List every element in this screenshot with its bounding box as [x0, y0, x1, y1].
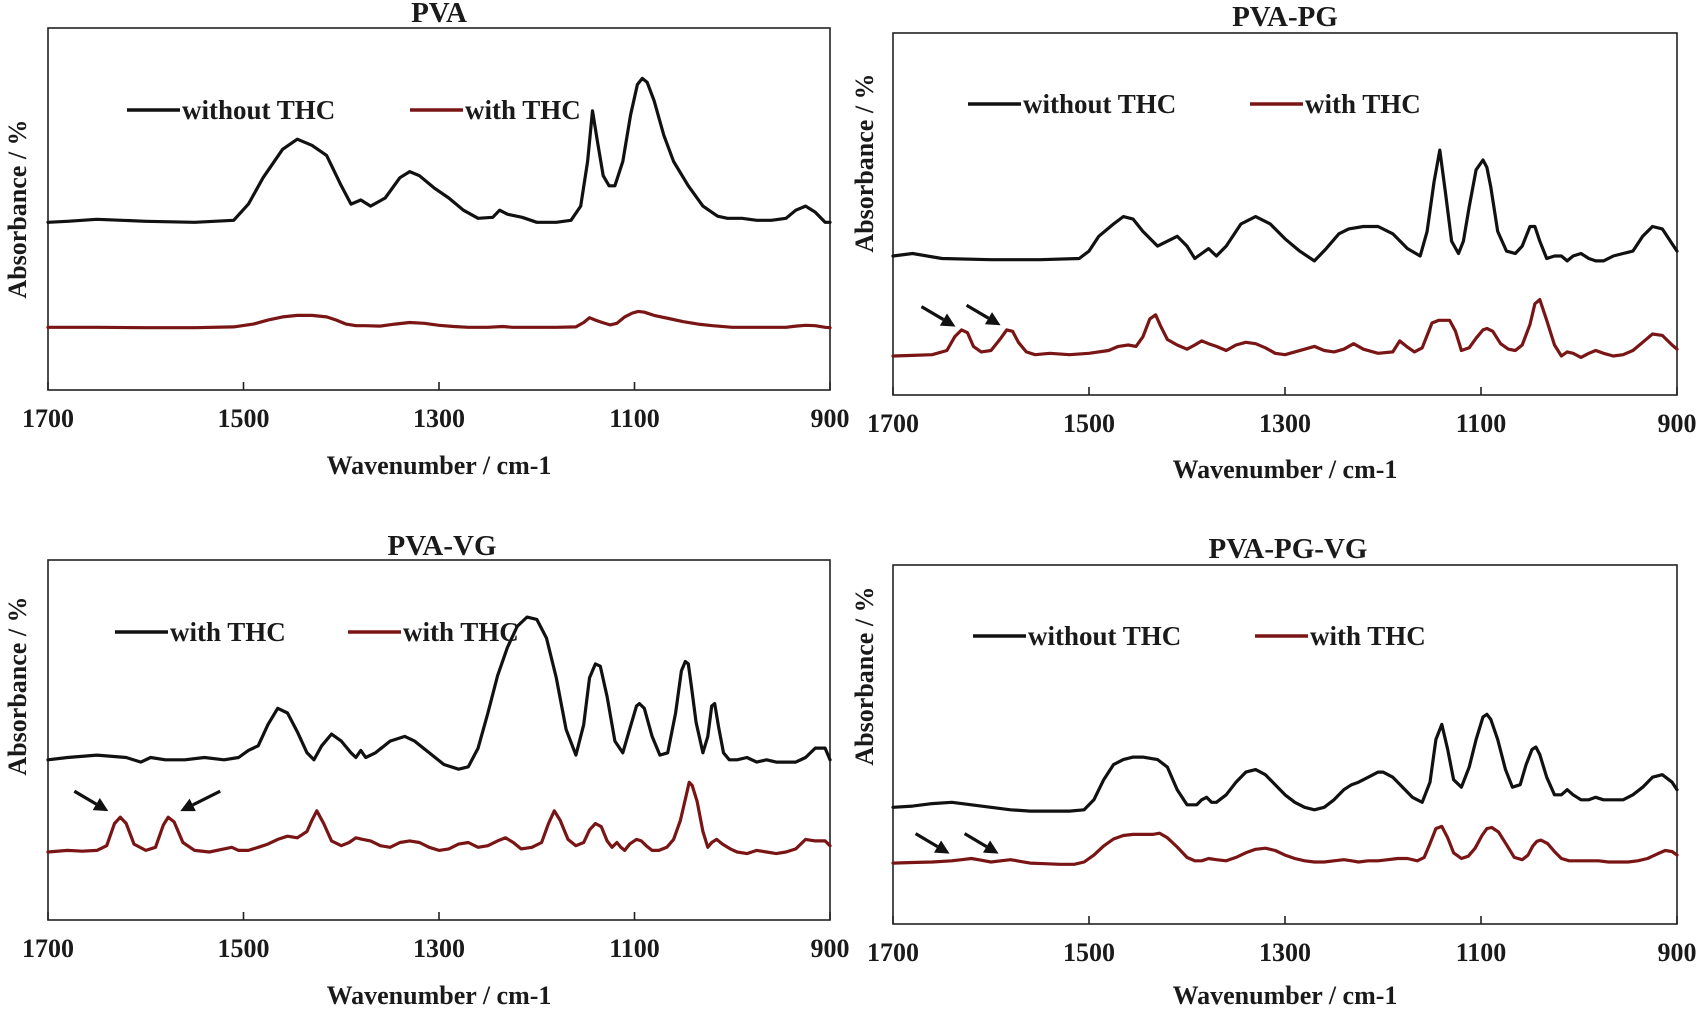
x-tick-label: 1100 [609, 404, 660, 433]
x-tick-label: 1700 [867, 409, 919, 438]
series-line-without-thc [891, 712, 1679, 813]
panel-pva-pg-vg: PVA-PG-VG Absorbance / % Wavenumber / cm… [850, 533, 1697, 1010]
arrows [73, 789, 221, 812]
y-axis-label: Absorbance / % [850, 586, 879, 765]
peak-arrow [920, 305, 945, 321]
plot-frame [892, 564, 1678, 925]
legend: without THC with THC [968, 89, 1421, 119]
x-ticks: 1700 1500 1300 1100 900 [22, 382, 850, 433]
peak-arrow [965, 303, 990, 320]
plot-frame [47, 559, 831, 921]
series-line-with-thc [891, 824, 1679, 866]
x-ticks: 1700 1500 1300 1100 900 [22, 912, 850, 963]
peak-arrow [914, 832, 939, 848]
x-tick-label: 1500 [1063, 409, 1115, 438]
legend: with THC with THC [115, 617, 519, 647]
x-ticks: 1700 1500 1300 1100 900 [867, 387, 1697, 438]
x-tick-label: 900 [1658, 409, 1697, 438]
x-tick-label: 1100 [1456, 938, 1507, 967]
panel-title: PVA-PG [1232, 1, 1338, 33]
legend-label-without-thc: without THC [182, 95, 335, 125]
x-tick-label: 1300 [413, 934, 465, 963]
peak-arrow-head [939, 313, 956, 327]
x-axis-label: Wavenumber / cm-1 [327, 981, 552, 1010]
panel-pva-vg: PVA-VG Absorbance / % Wavenumber / cm-1 … [3, 530, 850, 1010]
spectra [46, 76, 832, 330]
spectra [891, 712, 1679, 866]
x-tick-label: 1100 [609, 934, 660, 963]
peak-arrow [192, 789, 221, 807]
peak-arrow [963, 832, 988, 848]
x-axis-label: Wavenumber / cm-1 [327, 451, 552, 480]
x-ticks: 1700 1500 1300 1100 900 [867, 916, 1697, 967]
x-tick-label: 1700 [22, 404, 74, 433]
peak-arrow-head [92, 798, 109, 812]
peak-arrow-head [984, 312, 1001, 326]
series-line-with-thc [891, 298, 1679, 359]
legend-label-with-thc: with THC [1310, 621, 1426, 651]
arrows [914, 832, 999, 854]
peak-arrow-head [180, 798, 196, 812]
legend: without THC with THC [973, 621, 1426, 651]
x-tick-label: 900 [811, 934, 850, 963]
x-axis-label: Wavenumber / cm-1 [1173, 981, 1398, 1010]
plot-frame [47, 27, 831, 391]
x-axis-label: Wavenumber / cm-1 [1173, 455, 1398, 484]
panel-title: PVA-VG [387, 530, 496, 562]
plot-frame [892, 32, 1678, 396]
legend-label-with-thc-black: with THC [170, 617, 286, 647]
legend-label-with-thc: with THC [403, 617, 519, 647]
series-line-with-thc [46, 615, 832, 771]
x-tick-label: 1500 [218, 404, 270, 433]
panel-title: PVA-PG-VG [1209, 533, 1368, 565]
legend-label-without-thc: without THC [1023, 89, 1176, 119]
panel-title: PVA [411, 0, 467, 29]
x-tick-label: 1700 [22, 934, 74, 963]
panel-pva: PVA Absorbance / % Wavenumber / cm-1 170… [3, 0, 850, 480]
y-axis-label: Absorbance / % [3, 596, 32, 775]
series-line-without-thc [891, 148, 1679, 263]
y-axis-label: Absorbance / % [3, 119, 32, 298]
legend-label-without-thc: without THC [1028, 621, 1181, 651]
series-line-with-thc [46, 780, 832, 856]
panel-pva-pg: PVA-PG Absorbance / % Wavenumber / cm-1 … [850, 1, 1697, 484]
x-tick-label: 1500 [218, 934, 270, 963]
peak-arrow-head [933, 840, 950, 854]
x-tick-label: 1500 [1063, 938, 1115, 967]
series-line-without-thc [46, 76, 832, 224]
x-tick-label: 900 [811, 404, 850, 433]
arrows [920, 303, 1001, 327]
x-tick-label: 1100 [1456, 409, 1507, 438]
peak-arrow [73, 789, 98, 806]
x-tick-label: 1300 [1259, 938, 1311, 967]
legend-label-with-thc: with THC [465, 95, 581, 125]
y-axis-label: Absorbance / % [850, 73, 879, 252]
x-tick-label: 1300 [1259, 409, 1311, 438]
x-tick-label: 1300 [413, 404, 465, 433]
legend: without THC with THC [127, 95, 581, 125]
series-line-with-thc [46, 309, 832, 330]
x-tick-label: 900 [1658, 938, 1697, 967]
spectra [891, 148, 1679, 359]
peak-arrow-head [982, 840, 999, 854]
spectra [46, 615, 832, 856]
legend-label-with-thc: with THC [1305, 89, 1421, 119]
x-tick-label: 1700 [867, 938, 919, 967]
